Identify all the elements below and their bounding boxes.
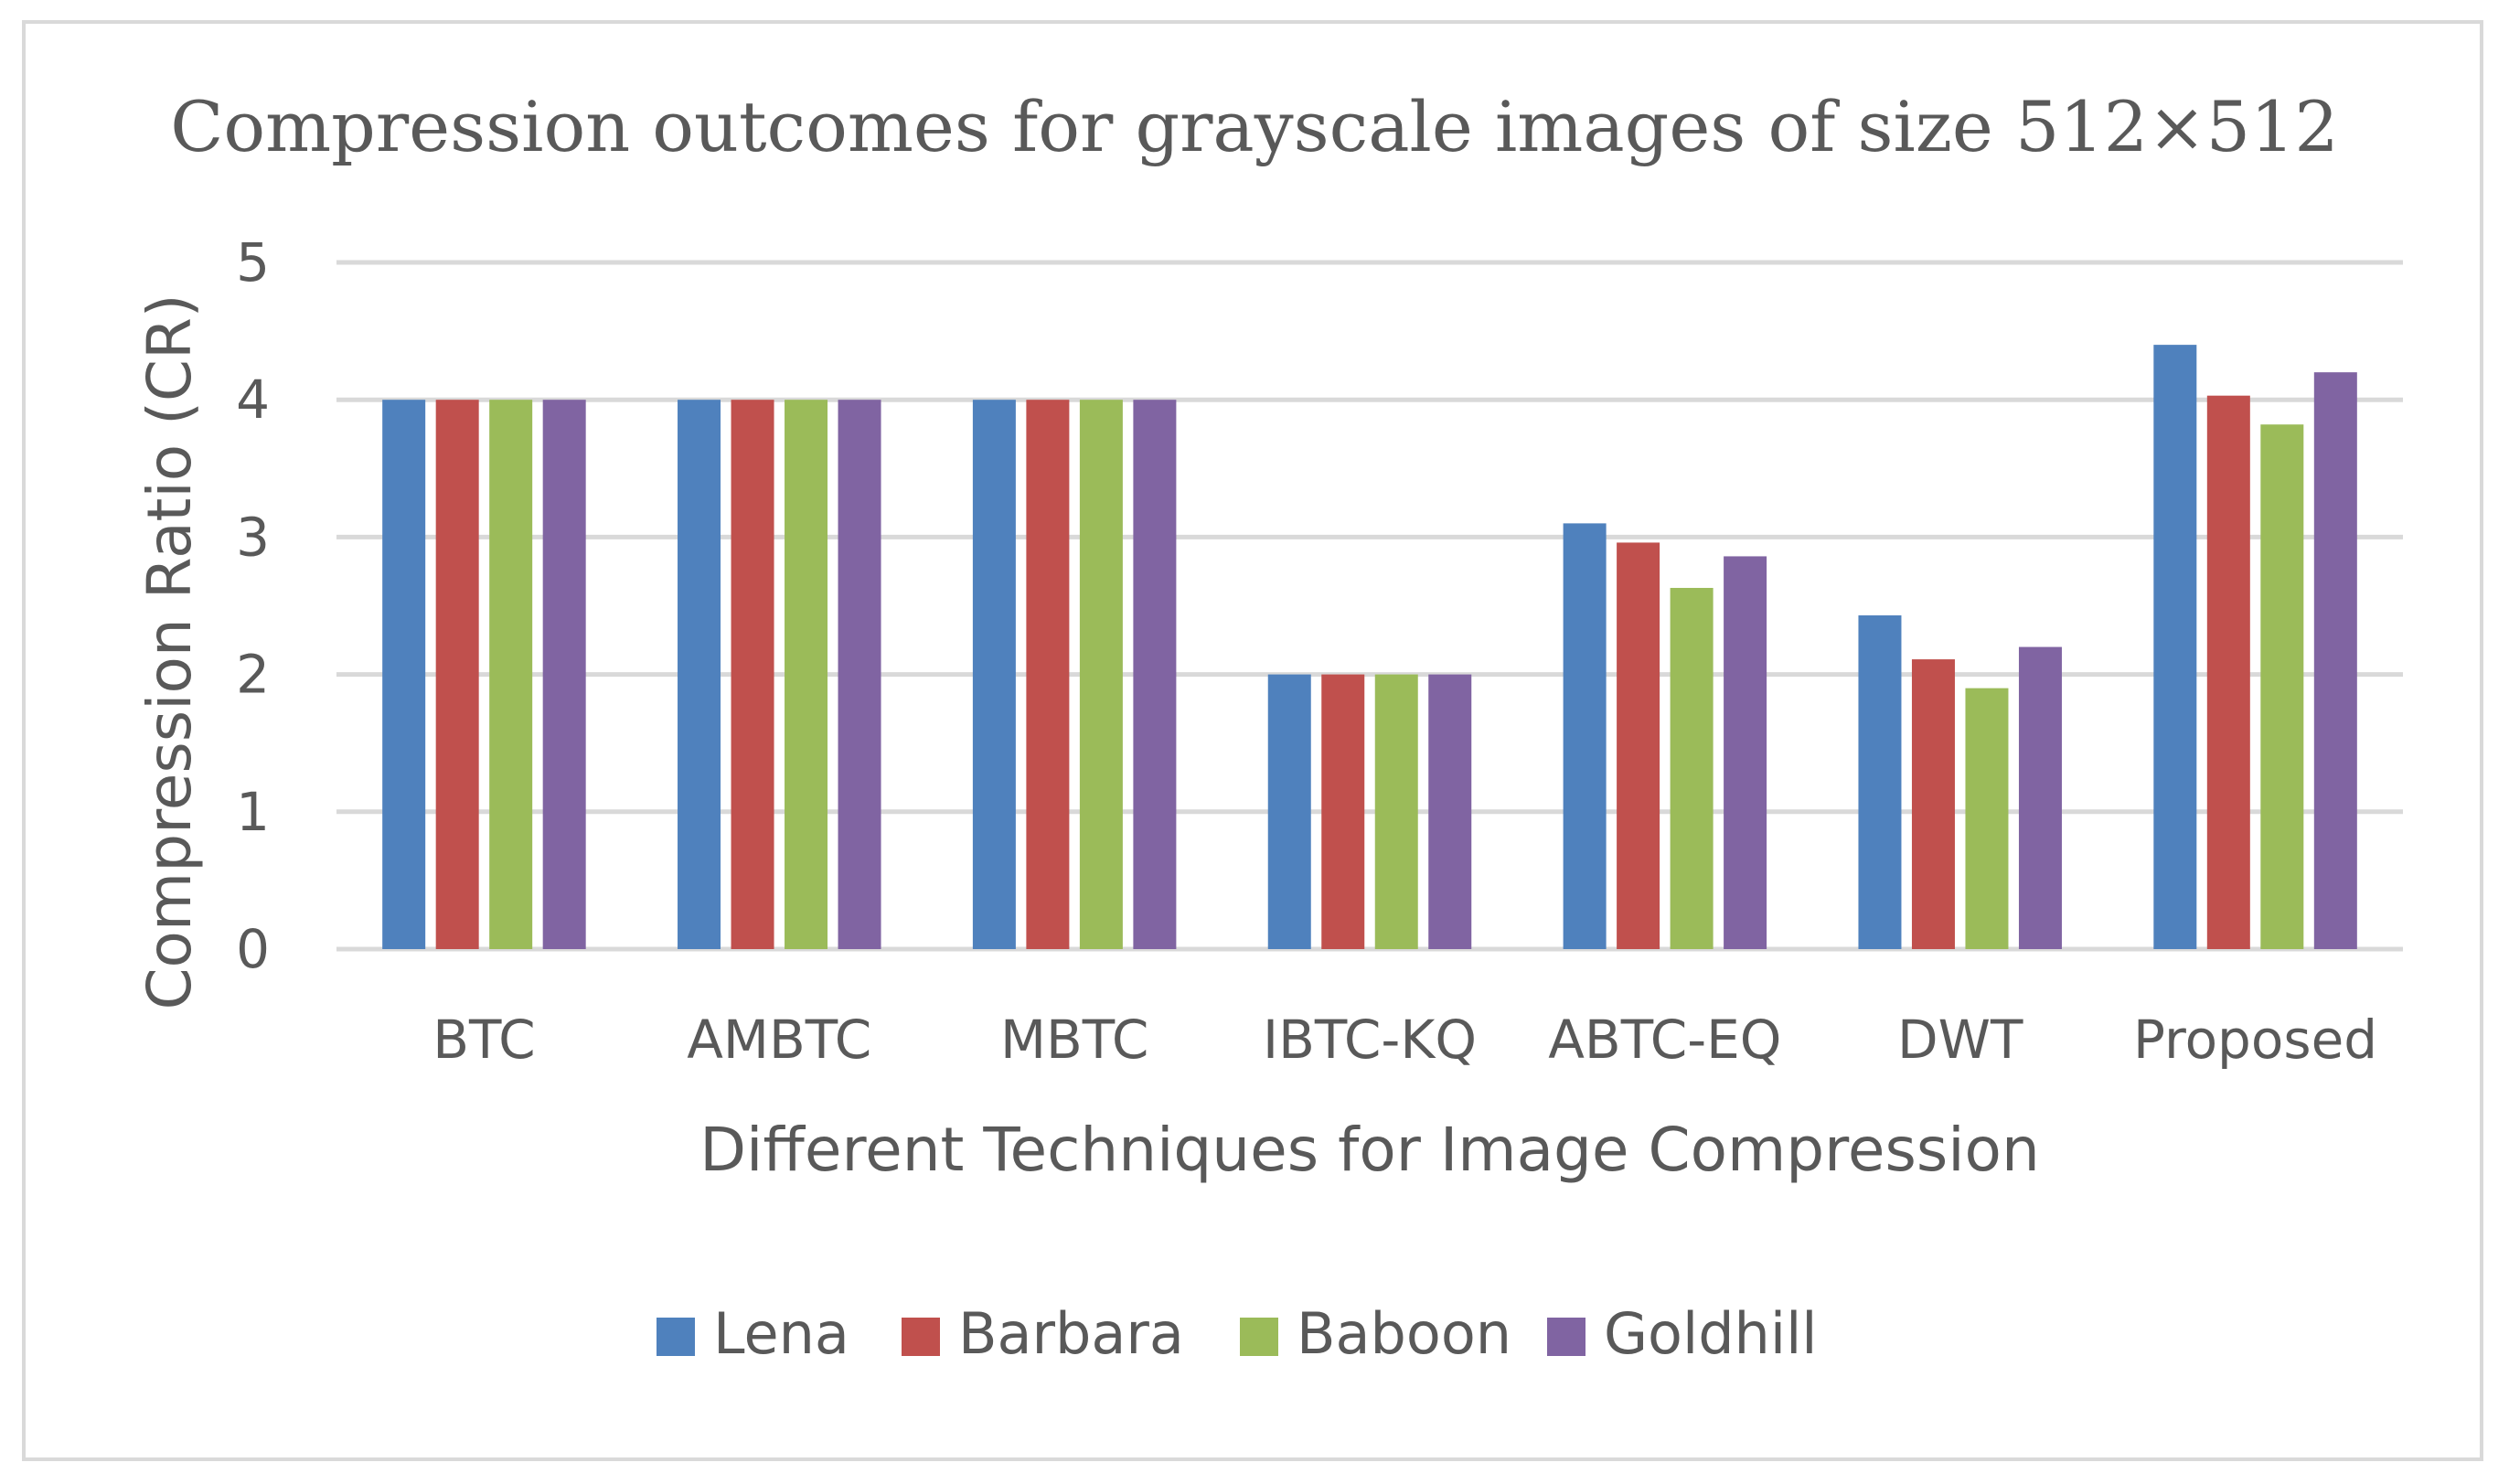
bar-lena-ambtc xyxy=(678,400,721,949)
x-tick-label: DWT xyxy=(1897,1009,2023,1071)
bar-barbara-ambtc xyxy=(731,400,774,949)
legend: Lena Barbara Baboon Goldhill xyxy=(657,1300,1818,1367)
bar-baboon-abtc-eq xyxy=(1670,587,1714,949)
legend-item-baboon: Baboon xyxy=(1240,1300,1511,1367)
bar-barbara-dwt xyxy=(1911,659,1955,949)
bar-baboon-ibtc-kq xyxy=(1374,674,1418,949)
legend-label: Baboon xyxy=(1297,1300,1511,1367)
legend-item-barbara: Barbara xyxy=(902,1300,1184,1367)
bar-lena-btc xyxy=(382,400,426,949)
bar-barbara-mbtc xyxy=(1026,400,1070,949)
x-tick-label: IBTC-KQ xyxy=(1263,1009,1477,1071)
x-axis-title: Different Techniques for Image Compressi… xyxy=(699,1115,2040,1185)
x-tick-label: ABTC-EQ xyxy=(1548,1009,1781,1071)
bar-lena-mbtc xyxy=(972,400,1016,949)
bar-barbara-ibtc-kq xyxy=(1321,674,1365,949)
y-tick-label: 0 xyxy=(236,918,270,980)
bar-goldhill-ambtc xyxy=(838,400,881,949)
y-tick-label: 5 xyxy=(236,231,270,294)
bar-lena-dwt xyxy=(1858,615,1902,949)
bar-goldhill-abtc-eq xyxy=(1724,556,1767,949)
x-tick-label: Proposed xyxy=(2133,1009,2377,1071)
bar-goldhill-btc xyxy=(542,400,586,949)
legend-label: Barbara xyxy=(958,1300,1184,1367)
y-axis-ticks: 0 1 2 3 4 5 xyxy=(236,231,270,980)
bar-goldhill-mbtc xyxy=(1133,400,1177,949)
y-tick-label: 1 xyxy=(236,781,270,843)
bar-barbara-abtc-eq xyxy=(1617,542,1660,949)
bar-goldhill-proposed xyxy=(2313,372,2357,949)
legend-swatch xyxy=(1240,1318,1278,1356)
bar-barbara-proposed xyxy=(2206,395,2250,950)
gridlines xyxy=(336,260,2403,952)
legend-item-goldhill: Goldhill xyxy=(1547,1300,1818,1367)
bar-baboon-dwt xyxy=(1965,688,2009,949)
bar-baboon-mbtc xyxy=(1079,400,1123,949)
bars xyxy=(382,345,2357,950)
legend-item-lena: Lena xyxy=(657,1300,849,1367)
bar-goldhill-ibtc-kq xyxy=(1428,674,1472,949)
bar-baboon-ambtc xyxy=(785,400,828,949)
y-tick-label: 2 xyxy=(236,644,270,706)
bar-goldhill-dwt xyxy=(2018,646,2062,949)
y-axis-title: Compression Ratio (CR) xyxy=(134,294,205,1009)
legend-swatch xyxy=(902,1318,940,1356)
bar-lena-proposed xyxy=(2153,345,2197,949)
bar-baboon-btc xyxy=(489,400,533,949)
bar-lena-abtc-eq xyxy=(1563,523,1607,949)
legend-swatch xyxy=(1547,1318,1585,1356)
x-tick-label: AMBTC xyxy=(687,1009,871,1071)
bar-barbara-btc xyxy=(435,400,479,949)
legend-swatch xyxy=(657,1318,695,1356)
y-tick-label: 4 xyxy=(236,368,270,431)
bar-lena-ibtc-kq xyxy=(1267,674,1311,949)
bar-baboon-proposed xyxy=(2260,424,2304,950)
y-tick-label: 3 xyxy=(236,506,270,568)
x-tick-label: BTC xyxy=(432,1009,535,1071)
x-tick-label: MBTC xyxy=(1000,1009,1148,1071)
legend-label: Goldhill xyxy=(1604,1300,1818,1367)
chart-title: Compression outcomes for grayscale image… xyxy=(170,86,2339,167)
legend-label: Lena xyxy=(713,1300,849,1367)
x-axis-ticks: BTC AMBTC MBTC IBTC-KQ ABTC-EQ DWT Proposed xyxy=(432,1009,2377,1071)
